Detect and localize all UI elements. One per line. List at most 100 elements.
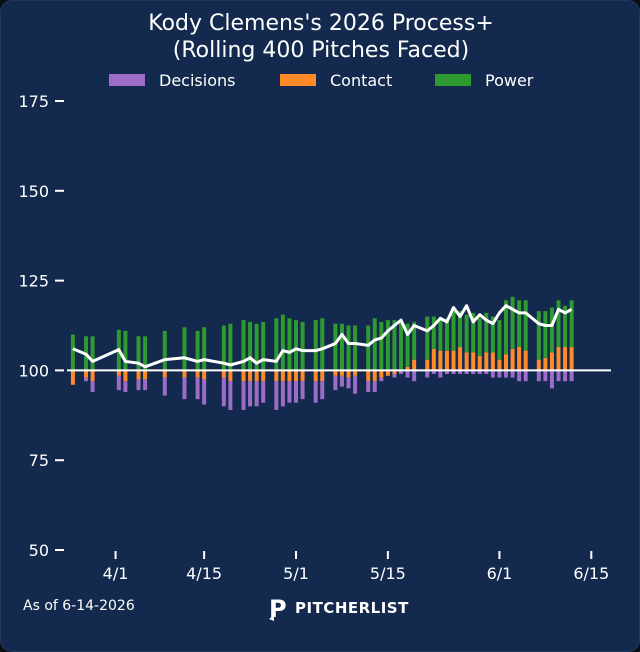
bar-segment-decisions	[464, 370, 469, 374]
chart-plot: 50 75 100 125 150 175 4/1 4/15 5/1 5/15 6/1 6/15	[18, 92, 611, 583]
legend-item-contact: Contact	[280, 69, 392, 91]
legend-item-decisions: Decisions	[109, 69, 235, 91]
bar-segment-power	[510, 296, 515, 349]
bar-segment-contact	[241, 370, 246, 382]
bar-segment-contact	[510, 348, 515, 371]
bar-segment-power	[536, 311, 541, 360]
bar-segment-power	[241, 320, 246, 371]
bar-segment-power	[438, 318, 443, 351]
legend-swatch-power	[435, 74, 471, 86]
bar-segment-power	[274, 318, 279, 371]
bar-segment-contact	[84, 370, 89, 378]
bar-segment-power	[366, 325, 371, 371]
bar-segment-contact	[254, 370, 259, 382]
bar-segment-decisions	[254, 381, 259, 407]
bar-segment-contact	[444, 350, 449, 371]
chart-subtitle: (Rolling 400 Pitches Faced)	[172, 38, 470, 63]
bar-segment-decisions	[116, 375, 121, 391]
bar-segment-contact	[162, 370, 167, 378]
y-tick-label: 75	[29, 451, 49, 470]
bar-segment-power	[228, 323, 233, 371]
bar-segment-power	[464, 314, 469, 353]
bar-segment-decisions	[280, 381, 285, 407]
bar-segment-decisions	[248, 381, 253, 407]
bar-segment-power	[517, 300, 522, 348]
bar-segment-contact	[569, 347, 574, 371]
bar-segment-power	[300, 321, 305, 371]
bar-segment-contact	[280, 370, 285, 382]
bar-segment-contact	[464, 352, 469, 371]
bar-segment-contact	[556, 347, 561, 371]
bar-segment-decisions	[84, 377, 89, 382]
bar-segment-decisions	[477, 370, 482, 374]
y-tick-label: 125	[18, 272, 49, 291]
bar-segment-power	[261, 321, 266, 371]
bar-segment-contact	[385, 370, 390, 376]
bar-segment-contact	[339, 370, 344, 376]
bar-segment-contact	[471, 352, 476, 371]
chart-title: Kody Clemens's 2026 Process+	[148, 11, 494, 36]
bar-segment-decisions	[372, 381, 377, 392]
bar-segment-decisions	[241, 381, 246, 410]
bar-segment-power	[280, 314, 285, 371]
legend-label-power: Power	[485, 70, 534, 90]
bar-segment-power	[202, 327, 207, 371]
bar-segment-decisions	[438, 370, 443, 378]
bar-segment-decisions	[425, 370, 430, 378]
bar-segment-power	[162, 330, 167, 371]
y-tick-label: 150	[18, 182, 49, 201]
bar-segment-power	[543, 311, 548, 358]
bar-segment-decisions	[346, 377, 351, 389]
bar-segment-contact	[484, 352, 489, 371]
bar-segment-power	[333, 323, 338, 371]
bar-segment-contact	[497, 359, 502, 371]
bar-segment-contact	[202, 370, 207, 380]
legend: Decisions Contact Power	[1, 69, 640, 91]
bar-segment-contact	[294, 370, 299, 382]
bar-segment-contact	[412, 359, 417, 371]
bar-segment-power	[320, 318, 325, 371]
bar-segment-decisions	[543, 370, 548, 382]
x-tick-label: 4/1	[103, 564, 129, 583]
bar-segment-power	[569, 300, 574, 348]
legend-swatch-contact	[280, 74, 316, 86]
bar-segment-contact	[300, 370, 305, 382]
pitcherlist-logo-text: PITCHERLIST	[295, 599, 409, 617]
bar-segment-contact	[543, 357, 548, 371]
bar-segment-power	[484, 312, 489, 353]
bar-segment-power	[294, 320, 299, 371]
bar-segment-decisions	[202, 379, 207, 405]
bar-segment-contact	[549, 352, 554, 371]
bar-segment-contact	[274, 370, 279, 382]
bar-segment-decisions	[556, 370, 561, 382]
bar-segment-contact	[458, 347, 463, 371]
bar-segment-contact	[517, 347, 522, 371]
x-axis: 4/1 4/15 5/1 5/15 6/1 6/15	[103, 551, 609, 583]
bar-segment-decisions	[504, 370, 509, 378]
legend-item-power: Power	[435, 69, 533, 91]
bar-segment-power	[339, 323, 344, 371]
bar-segment-decisions	[90, 381, 95, 392]
bar-segment-decisions	[510, 370, 515, 378]
bar-segment-power	[346, 325, 351, 371]
bar-segment-decisions	[195, 377, 200, 400]
process-plus-line	[72, 304, 573, 369]
bar-segment-power	[504, 300, 509, 355]
bar-segment-contact	[451, 350, 456, 371]
bar-segment-decisions	[300, 381, 305, 400]
bar-segment-power	[399, 320, 404, 371]
bars	[70, 296, 574, 410]
bar-segment-contact	[366, 370, 371, 382]
bar-segment-contact	[221, 370, 226, 378]
bar-segment-decisions	[497, 370, 502, 378]
bar-segment-power	[353, 325, 358, 371]
x-tick-label: 6/1	[487, 564, 513, 583]
bar-segment-decisions	[320, 381, 325, 400]
bar-segment-power	[497, 320, 502, 360]
bar-segment-power	[313, 320, 318, 371]
bar-segment-decisions	[444, 370, 449, 374]
y-tick-label: 175	[18, 92, 49, 111]
bar-segment-decisions	[484, 370, 489, 374]
pitcherlist-logo-icon: P	[269, 595, 287, 621]
